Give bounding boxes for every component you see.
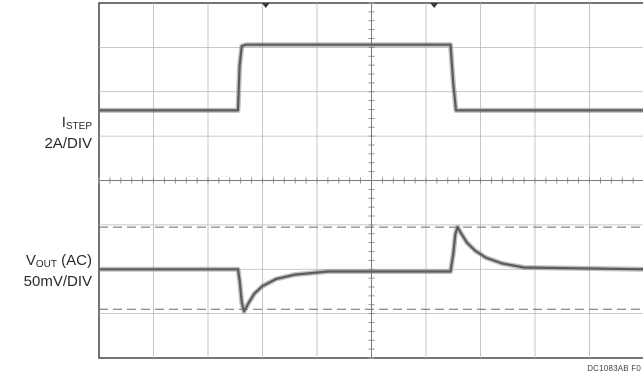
trigger-marker [430, 3, 439, 8]
trigger-marker [261, 3, 270, 8]
figure-id: DC1083AB F0 [587, 364, 641, 373]
istep-channel-label: ISTEP 2A/DIV [0, 114, 92, 152]
vout-label-sub: OUT [35, 259, 57, 270]
vout-label-suffix: (AC) [57, 252, 92, 269]
vout-label-main: V [25, 252, 36, 269]
vout-channel-label: VOUT (AC) 50mV/DIV [0, 252, 92, 290]
istep-label-main: I [61, 114, 66, 131]
istep-label-sub: STEP [65, 121, 92, 132]
istep-trace [99, 43, 643, 112]
istep-scale: 2A/DIV [44, 135, 92, 152]
vout-trace [99, 226, 643, 313]
vout-scale: 50mV/DIV [23, 273, 92, 290]
